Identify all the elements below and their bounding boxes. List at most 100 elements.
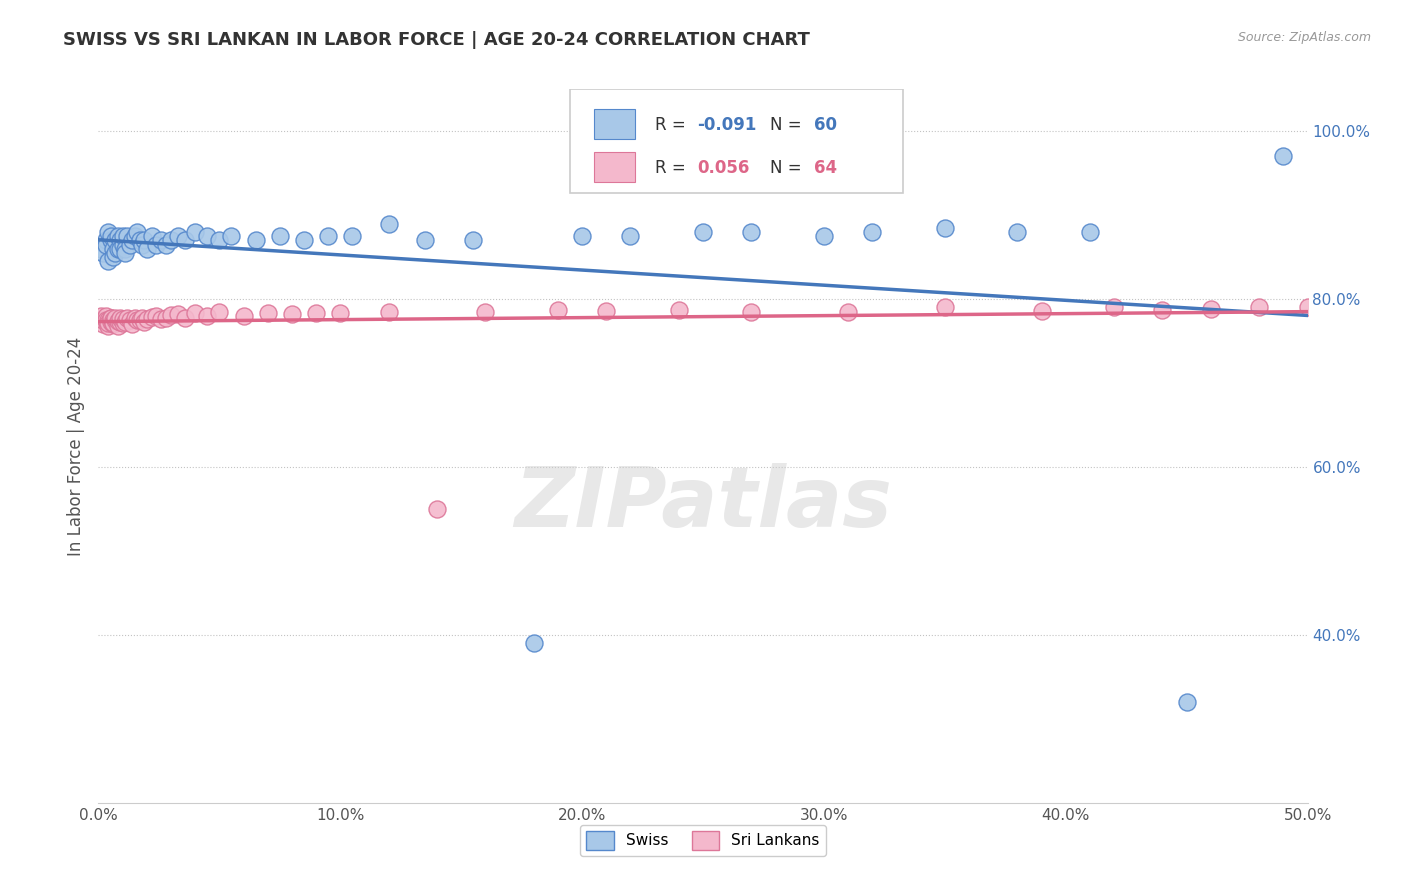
Point <box>1272 149 1295 163</box>
Point <box>1102 301 1125 315</box>
Point <box>934 301 956 315</box>
Point <box>1007 225 1029 239</box>
Point <box>111 237 134 252</box>
Point <box>208 304 231 318</box>
Point <box>141 310 163 324</box>
Point <box>155 310 177 325</box>
Point <box>127 225 149 239</box>
Point <box>134 233 156 247</box>
Point <box>141 229 163 244</box>
Point <box>94 309 117 323</box>
Legend: Swiss, Sri Lankans: Swiss, Sri Lankans <box>581 825 825 855</box>
Text: 64: 64 <box>814 159 838 177</box>
Point <box>124 229 146 244</box>
Point <box>104 233 127 247</box>
Point <box>1249 301 1271 315</box>
Point <box>1031 303 1053 318</box>
Point <box>108 242 131 256</box>
Point <box>1175 695 1198 709</box>
Point <box>668 303 690 318</box>
FancyBboxPatch shape <box>595 109 636 139</box>
Point <box>155 237 177 252</box>
Point <box>107 229 129 244</box>
Point <box>107 242 129 256</box>
Point <box>128 313 150 327</box>
Point <box>128 233 150 247</box>
Point <box>860 225 883 239</box>
Point <box>111 312 134 326</box>
Point <box>150 233 173 247</box>
Point <box>121 233 143 247</box>
Point <box>426 502 449 516</box>
Point <box>97 318 120 333</box>
Point <box>1078 225 1101 239</box>
Point <box>167 229 190 244</box>
Point <box>114 242 136 256</box>
Point <box>100 310 122 325</box>
Point <box>195 309 218 323</box>
Point <box>117 229 139 244</box>
Point <box>100 229 122 244</box>
Point <box>329 306 352 320</box>
Point <box>94 233 117 247</box>
Point <box>90 242 112 256</box>
Point <box>94 313 117 327</box>
Point <box>595 303 617 318</box>
Point <box>124 310 146 325</box>
Point <box>101 250 124 264</box>
Point <box>101 318 124 332</box>
Point <box>134 315 156 329</box>
Text: N =: N = <box>769 159 807 177</box>
Point <box>127 313 149 327</box>
Point <box>90 309 112 323</box>
Text: -0.091: -0.091 <box>697 116 756 134</box>
Point <box>232 309 254 323</box>
Point <box>150 312 173 326</box>
Point <box>740 225 762 239</box>
Point <box>571 229 593 244</box>
Point <box>111 317 134 331</box>
Point <box>114 246 136 260</box>
Point <box>97 254 120 268</box>
Point <box>342 229 364 244</box>
Point <box>104 246 127 260</box>
Text: R =: R = <box>655 159 690 177</box>
Point <box>837 304 859 318</box>
Point <box>184 306 207 320</box>
Point <box>100 311 122 326</box>
Point <box>97 316 120 330</box>
Point <box>184 225 207 239</box>
Point <box>145 237 167 252</box>
Text: SWISS VS SRI LANKAN IN LABOR FORCE | AGE 20-24 CORRELATION CHART: SWISS VS SRI LANKAN IN LABOR FORCE | AGE… <box>63 31 810 49</box>
Text: N =: N = <box>769 116 807 134</box>
Text: 0.056: 0.056 <box>697 159 749 177</box>
Point <box>281 307 304 321</box>
Point <box>167 307 190 321</box>
Point <box>107 318 129 333</box>
Point <box>91 313 114 327</box>
Point <box>160 308 183 322</box>
Point <box>377 217 399 231</box>
Point <box>118 237 141 252</box>
Point <box>305 305 328 319</box>
Point <box>91 318 114 332</box>
Point <box>101 313 124 327</box>
Point <box>547 303 569 318</box>
Point <box>94 313 117 327</box>
Point <box>292 233 315 247</box>
Point <box>131 237 153 252</box>
Point <box>934 220 956 235</box>
Text: ZIPatlas: ZIPatlas <box>515 463 891 543</box>
Point <box>523 636 546 650</box>
FancyBboxPatch shape <box>595 152 636 182</box>
Point <box>97 313 120 327</box>
Point <box>111 229 134 244</box>
Point <box>145 309 167 323</box>
Point <box>813 229 835 244</box>
FancyBboxPatch shape <box>569 89 903 193</box>
Point <box>1199 302 1222 317</box>
Point <box>1152 303 1174 318</box>
Point <box>269 229 291 244</box>
Point <box>94 237 117 252</box>
Point <box>174 310 197 325</box>
